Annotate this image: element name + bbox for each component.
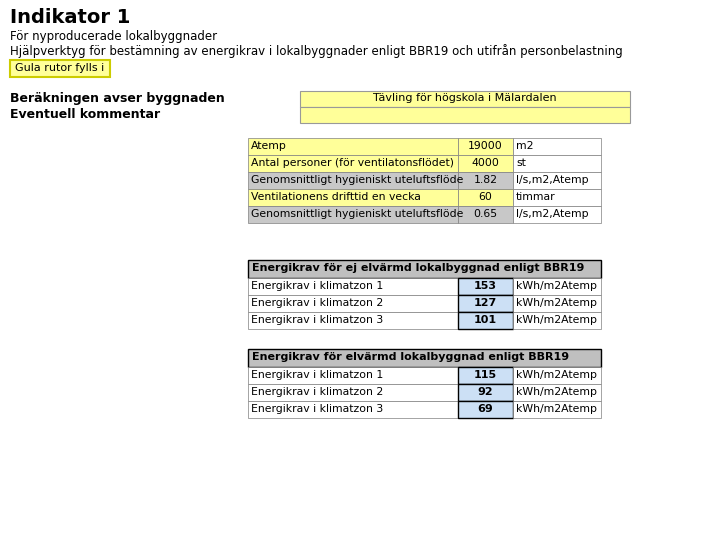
Text: 19000: 19000 (468, 141, 503, 151)
Text: Atemp: Atemp (251, 141, 287, 151)
Text: 1.82: 1.82 (474, 175, 498, 185)
Text: 60: 60 (479, 192, 492, 202)
Bar (248, 295, 458, 312)
Text: Genomsnittligt hygieniskt uteluftsflöde: Genomsnittligt hygieniskt uteluftsflöde (251, 209, 464, 219)
Text: Energikrav i klimatzon 2: Energikrav i klimatzon 2 (251, 298, 383, 308)
Bar (248, 349, 601, 367)
Bar (513, 295, 601, 312)
Bar (248, 206, 458, 223)
Text: m2: m2 (516, 141, 534, 151)
Text: Gula rutor fylls i: Gula rutor fylls i (15, 63, 104, 73)
Text: 153: 153 (474, 281, 497, 291)
Text: Energikrav i klimatzon 1: Energikrav i klimatzon 1 (251, 281, 383, 291)
Bar (248, 138, 458, 155)
Bar (458, 312, 513, 329)
Text: Hjälpverktyg för bestämning av energikrav i lokalbyggnader enligt BBR19 och utif: Hjälpverktyg för bestämning av energikra… (10, 44, 623, 58)
Text: kWh/m2Atemp: kWh/m2Atemp (516, 281, 597, 291)
Bar (248, 189, 458, 206)
Bar (458, 138, 513, 155)
Text: Eventuell kommentar: Eventuell kommentar (10, 108, 160, 121)
Text: Beräkningen avser byggnaden: Beräkningen avser byggnaden (10, 92, 225, 105)
Bar (458, 367, 513, 384)
Bar (248, 155, 458, 172)
Text: För nyproducerade lokalbyggnader: För nyproducerade lokalbyggnader (10, 30, 217, 43)
Text: kWh/m2Atemp: kWh/m2Atemp (516, 370, 597, 380)
Bar (458, 155, 513, 172)
Bar (458, 189, 513, 206)
Text: Energikrav för elvärmd lokalbyggnad enligt BBR19: Energikrav för elvärmd lokalbyggnad enli… (252, 352, 569, 362)
Bar (300, 91, 630, 107)
Text: Energikrav i klimatzon 3: Energikrav i klimatzon 3 (251, 404, 383, 414)
Text: 69: 69 (477, 404, 493, 414)
Text: Energikrav i klimatzon 3: Energikrav i klimatzon 3 (251, 315, 383, 325)
Text: 4000: 4000 (472, 158, 500, 168)
Text: 0.65: 0.65 (474, 209, 498, 219)
Bar (248, 384, 458, 401)
Bar (248, 278, 458, 295)
Bar (458, 384, 513, 401)
Bar (458, 401, 513, 418)
Text: Energikrav i klimatzon 1: Energikrav i klimatzon 1 (251, 370, 383, 380)
Bar (458, 278, 513, 295)
Text: Ventilationens drifttid en vecka: Ventilationens drifttid en vecka (251, 192, 421, 202)
Bar (513, 384, 601, 401)
Bar (458, 206, 513, 223)
Bar (513, 401, 601, 418)
Bar (513, 155, 601, 172)
Bar (513, 206, 601, 223)
Text: Antal personer (för ventilatonsflödet): Antal personer (för ventilatonsflödet) (251, 158, 454, 168)
Bar (513, 189, 601, 206)
Bar (248, 312, 458, 329)
Text: kWh/m2Atemp: kWh/m2Atemp (516, 315, 597, 325)
Text: Indikator 1: Indikator 1 (10, 8, 130, 27)
Text: kWh/m2Atemp: kWh/m2Atemp (516, 387, 597, 397)
Bar (458, 295, 513, 312)
Bar (513, 278, 601, 295)
Bar (458, 172, 513, 189)
Text: 115: 115 (474, 370, 497, 380)
Bar (248, 260, 601, 278)
Bar (300, 107, 630, 123)
Text: st: st (516, 158, 526, 168)
Text: 127: 127 (474, 298, 497, 308)
Bar (513, 367, 601, 384)
Text: Energikrav i klimatzon 2: Energikrav i klimatzon 2 (251, 387, 383, 397)
Bar (10, 60, 110, 77)
Text: l/s,m2,Atemp: l/s,m2,Atemp (516, 209, 589, 219)
Bar (248, 401, 458, 418)
Text: kWh/m2Atemp: kWh/m2Atemp (516, 298, 597, 308)
Bar (513, 312, 601, 329)
Text: Energikrav för ej elvärmd lokalbyggnad enligt BBR19: Energikrav för ej elvärmd lokalbyggnad e… (252, 263, 585, 273)
Text: Genomsnittligt hygieniskt uteluftsflöde: Genomsnittligt hygieniskt uteluftsflöde (251, 175, 464, 185)
Text: 101: 101 (474, 315, 497, 325)
Text: l/s,m2,Atemp: l/s,m2,Atemp (516, 175, 589, 185)
Bar (513, 138, 601, 155)
Bar (248, 172, 458, 189)
Text: kWh/m2Atemp: kWh/m2Atemp (516, 404, 597, 414)
Text: timmar: timmar (516, 192, 556, 202)
Bar (513, 172, 601, 189)
Bar (248, 367, 458, 384)
Text: Tävling för högskola i Mälardalen: Tävling för högskola i Mälardalen (373, 93, 557, 103)
Text: 92: 92 (477, 387, 493, 397)
